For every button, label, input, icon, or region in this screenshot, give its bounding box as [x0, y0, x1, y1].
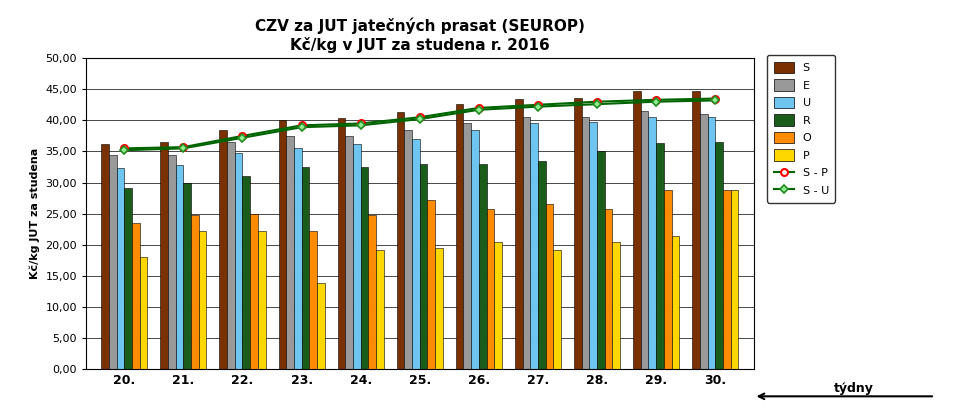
Bar	[412, 139, 419, 369]
Bar	[553, 250, 560, 369]
Bar	[183, 183, 191, 369]
Bar	[175, 165, 183, 369]
Bar	[309, 231, 316, 369]
Bar	[633, 91, 640, 369]
Line: S - P: S - P	[121, 95, 718, 152]
Bar	[345, 136, 353, 369]
Bar	[604, 209, 612, 369]
Bar	[337, 118, 345, 369]
S - U	[709, 98, 720, 103]
Bar	[515, 99, 522, 369]
Legend: S, E, U, R, O, P, S - P, S - U: S, E, U, R, O, P, S - P, S - U	[766, 55, 835, 203]
S - U	[236, 135, 248, 140]
S - P	[177, 144, 189, 149]
S - U	[591, 102, 602, 107]
Bar	[294, 148, 301, 369]
Bar	[139, 257, 147, 369]
S - U	[295, 124, 307, 129]
Bar	[435, 248, 442, 369]
Bar	[707, 117, 715, 369]
Bar	[257, 231, 265, 369]
Bar	[368, 215, 375, 369]
Bar	[227, 142, 234, 369]
Bar	[463, 124, 471, 369]
Bar	[191, 215, 198, 369]
Bar	[612, 242, 619, 369]
S - P	[650, 98, 661, 103]
Text: týdny: týdny	[833, 381, 873, 395]
S - P	[295, 123, 307, 128]
Bar	[715, 142, 722, 369]
Bar	[722, 190, 730, 369]
Bar	[124, 188, 132, 369]
S - P	[118, 146, 130, 151]
Bar	[692, 91, 700, 369]
Y-axis label: Kč/kg JUT za studena: Kč/kg JUT za studena	[30, 148, 40, 279]
Bar	[160, 142, 168, 369]
Bar	[574, 98, 581, 369]
S - P	[236, 134, 248, 139]
Bar	[656, 144, 663, 369]
Bar	[316, 283, 324, 369]
Bar	[132, 223, 139, 369]
Bar	[648, 117, 656, 369]
Bar	[219, 130, 227, 369]
Bar	[456, 104, 463, 369]
Bar	[360, 167, 368, 369]
Bar	[419, 164, 427, 369]
S - P	[473, 105, 484, 110]
Bar	[278, 120, 286, 369]
S - P	[355, 121, 366, 126]
Bar	[427, 200, 435, 369]
S - P	[591, 99, 602, 104]
Bar	[486, 209, 494, 369]
Bar	[537, 161, 545, 369]
S - U	[473, 107, 484, 112]
Bar	[530, 124, 537, 369]
Bar	[396, 112, 404, 369]
Bar	[545, 205, 553, 369]
Bar	[198, 231, 206, 369]
Bar	[640, 111, 648, 369]
S - U	[650, 99, 661, 104]
Bar	[109, 155, 116, 369]
Bar	[353, 144, 360, 369]
Bar	[234, 153, 242, 369]
Bar	[730, 190, 738, 369]
Bar	[250, 214, 257, 369]
Bar	[471, 130, 478, 369]
Bar	[116, 168, 124, 369]
S - U	[414, 117, 425, 122]
Bar	[522, 117, 530, 369]
Bar	[581, 117, 589, 369]
S - P	[414, 115, 425, 120]
S - U	[532, 104, 543, 109]
S - U	[177, 146, 189, 151]
Bar	[168, 155, 175, 369]
Line: S - U: S - U	[121, 97, 718, 154]
Bar	[375, 250, 383, 369]
Bar	[663, 190, 671, 369]
Bar	[404, 130, 412, 369]
Bar	[494, 242, 501, 369]
Bar	[286, 136, 294, 369]
Bar	[301, 167, 309, 369]
Bar	[671, 236, 679, 369]
Title: CZV za JUT jatečných prasat (SEUROP)
Kč/kg v JUT za studena r. 2016: CZV za JUT jatečných prasat (SEUROP) Kč/…	[254, 18, 584, 53]
S - P	[709, 96, 720, 101]
S - U	[355, 123, 366, 128]
Bar	[597, 151, 604, 369]
S - P	[532, 103, 543, 107]
Bar	[101, 144, 109, 369]
Bar	[478, 164, 486, 369]
S - U	[118, 148, 130, 153]
Bar	[242, 176, 250, 369]
Bar	[589, 122, 597, 369]
Bar	[700, 114, 707, 369]
